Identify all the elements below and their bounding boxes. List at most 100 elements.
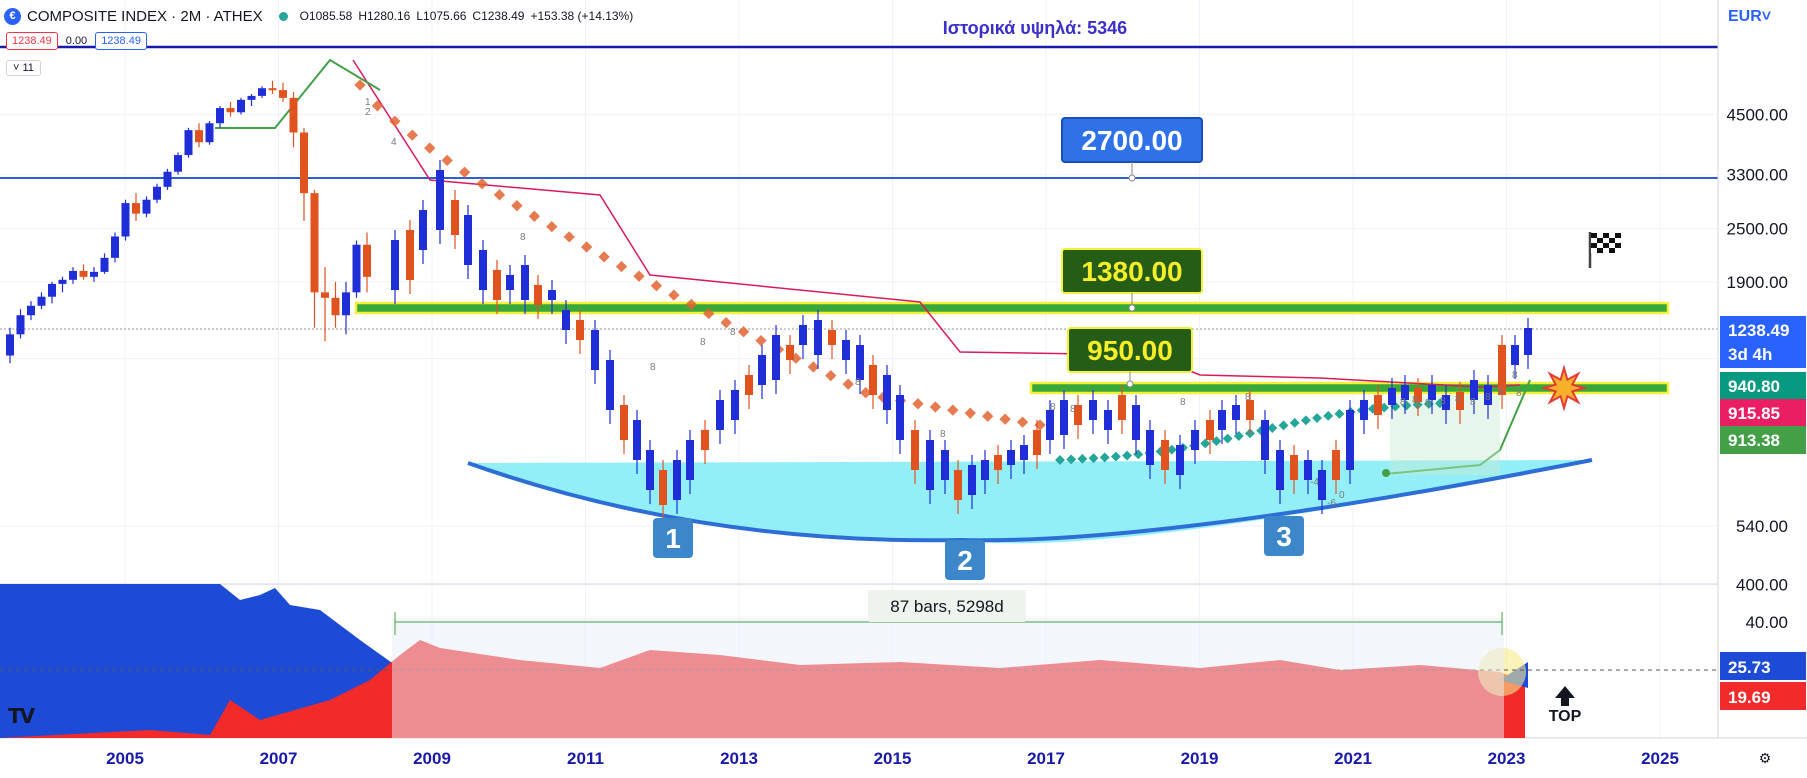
price-label-text: 1238.49: [1728, 321, 1789, 340]
candle-body: [620, 405, 628, 440]
candle-body: [1346, 410, 1354, 470]
level-1380-label-text: 1380.00: [1081, 256, 1182, 287]
indicator-label-bg: [1720, 682, 1806, 710]
candle-body: [1020, 445, 1028, 460]
currency-selector[interactable]: EUR˅: [1728, 8, 1772, 25]
trend-dot-red: [720, 317, 732, 329]
support-zone-950: [1029, 381, 1670, 395]
ma-green-line: [215, 58, 381, 129]
trend-dot-red: [703, 307, 715, 320]
symbol-header: € COMPOSITE INDEX · 2M · ATHEX O1085.58 …: [4, 4, 633, 28]
indicator-label-bg: [1720, 652, 1806, 680]
sell-price-button[interactable]: 1238.49: [6, 32, 58, 50]
trend-dot-red: [807, 361, 819, 373]
buy-price-button[interactable]: 1238.49: [95, 32, 147, 50]
candle-number-label: 1: [365, 97, 371, 108]
price-label-1: 940.80: [1720, 372, 1806, 400]
candle-body: [1146, 430, 1154, 465]
trend-dot-teal: [1066, 454, 1077, 465]
candle-body: [548, 290, 556, 300]
price-label-bg: [1720, 316, 1806, 368]
candle-body: [1374, 395, 1382, 415]
candle-body: [758, 355, 766, 385]
time-tick-label: 2005: [106, 749, 144, 768]
candle-number-label: 8: [520, 232, 526, 243]
time-tick-label: 2007: [260, 749, 298, 768]
trend-dot-red: [737, 326, 750, 338]
trend-dot-teal: [1300, 415, 1311, 426]
ohlc-change: +153.38 (+14.13%): [530, 9, 634, 23]
indicator-blue-area: [0, 584, 395, 738]
trend-dot-red: [964, 407, 976, 419]
candle-number-label: 8: [1455, 394, 1461, 405]
candle-body: [701, 430, 709, 450]
candle-body: [926, 440, 934, 490]
cup-marker-text: 3: [1276, 521, 1292, 552]
levels: [0, 45, 1718, 395]
candle-body: [633, 420, 641, 460]
checkered-flag-icon: [1588, 232, 1621, 268]
tradingview-logo[interactable]: TV: [8, 704, 35, 728]
candle-body: [1276, 450, 1284, 490]
candle-body: [896, 395, 904, 440]
time-tick-label: 2021: [1334, 749, 1372, 768]
candle-body: [1161, 440, 1169, 470]
trend-dot-teal: [1423, 399, 1434, 409]
candle-body: [941, 450, 949, 480]
candle-number-label: 8: [1485, 392, 1491, 403]
trend-dot-teal: [1122, 450, 1133, 461]
candle-body: [1318, 470, 1326, 500]
trend-dot-red: [528, 210, 541, 222]
indicator-count: 11: [22, 62, 34, 74]
indicator-label-text: 25.73: [1728, 658, 1771, 677]
candle-body: [1511, 345, 1519, 365]
candle-body: [842, 340, 850, 360]
trend-dot-teal: [1110, 451, 1121, 462]
candle-body: [226, 108, 235, 113]
trend-dot-red: [1016, 416, 1029, 428]
candle-number-label: -4: [1310, 477, 1319, 488]
candle-number-label: 8: [1412, 395, 1418, 406]
candle-body: [216, 108, 224, 124]
trend-dot-teal: [1312, 413, 1323, 423]
candle-body: [363, 244, 371, 277]
candle-body: [1484, 385, 1492, 405]
candle-body: [716, 400, 724, 430]
trend-dot-red: [1034, 419, 1046, 431]
candle-body: [1304, 460, 1312, 480]
symbol-title[interactable]: COMPOSITE INDEX · 2M · ATHEX: [27, 7, 263, 25]
indicator-tick-label: 40.00: [1745, 613, 1788, 632]
flag-cell: [1597, 233, 1603, 238]
candle-body: [391, 240, 399, 290]
candle-body: [856, 345, 864, 380]
trend-dot-red: [511, 200, 523, 212]
price-label-0: 1238.49 3d 4h: [1720, 316, 1806, 368]
candle-body: [1456, 392, 1464, 410]
resistance-zone-1380: [354, 301, 1670, 315]
trend-dot-red: [458, 166, 471, 178]
price-label-text: 913.38: [1728, 431, 1780, 450]
candle-body: [1388, 388, 1396, 405]
flag-cell: [1603, 248, 1609, 253]
trend-dot-red: [563, 231, 575, 243]
candle-number-label: 8: [1070, 404, 1076, 415]
indicators-toggle[interactable]: ˅ 11: [6, 60, 41, 76]
price-tick-label: 4500.00: [1727, 105, 1788, 124]
trend-dot-red: [441, 154, 453, 167]
price-label-sub: 3d 4h: [1728, 345, 1772, 364]
candle-body: [521, 265, 529, 300]
candle-body: [331, 297, 340, 316]
trend-dot-red: [912, 398, 924, 410]
time-tick-label: 2017: [1027, 749, 1065, 768]
level-1380-label: 1380.00: [1061, 248, 1203, 312]
candle-number-label: 8: [1425, 398, 1431, 409]
time-axis: 2005 2007 2009 2011 2013 2015 2017 2019 2021 2023…: [106, 749, 1679, 768]
trend-dot-teal: [1334, 408, 1345, 419]
candle-body: [247, 95, 256, 100]
flag-cell: [1591, 248, 1597, 253]
trend-dot-red: [685, 298, 697, 311]
gear-icon[interactable]: ⚙: [1758, 750, 1772, 766]
candle-body: [968, 465, 976, 495]
